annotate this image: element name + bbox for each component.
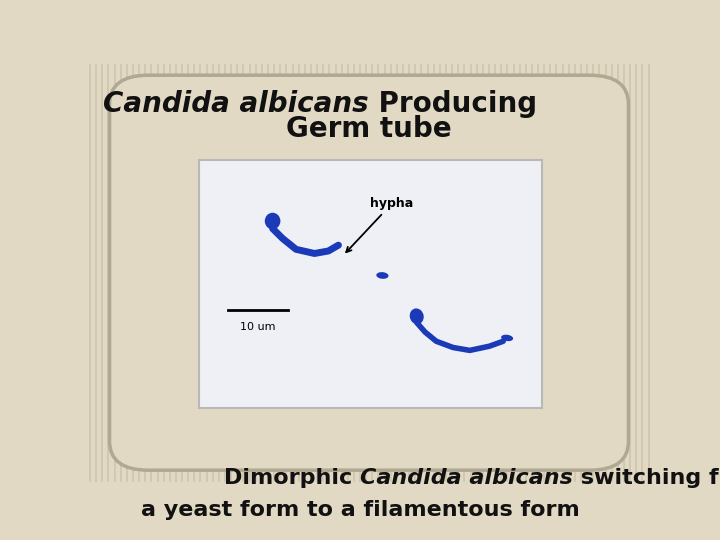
Ellipse shape <box>377 272 389 279</box>
Text: Producing: Producing <box>369 90 537 118</box>
Text: Dimorphic: Dimorphic <box>224 468 360 488</box>
Ellipse shape <box>410 308 424 324</box>
FancyBboxPatch shape <box>199 160 542 408</box>
Text: Candida albicans: Candida albicans <box>360 468 573 488</box>
Text: hypha: hypha <box>346 197 414 252</box>
Text: switching from: switching from <box>573 468 720 488</box>
Ellipse shape <box>265 213 280 230</box>
Text: Germ tube: Germ tube <box>286 115 452 143</box>
Ellipse shape <box>501 335 513 341</box>
Text: a yeast form to a filamentous form: a yeast form to a filamentous form <box>140 500 580 521</box>
FancyBboxPatch shape <box>109 75 629 470</box>
Text: 10 um: 10 um <box>240 322 276 332</box>
Text: Candida albicans: Candida albicans <box>104 90 369 118</box>
